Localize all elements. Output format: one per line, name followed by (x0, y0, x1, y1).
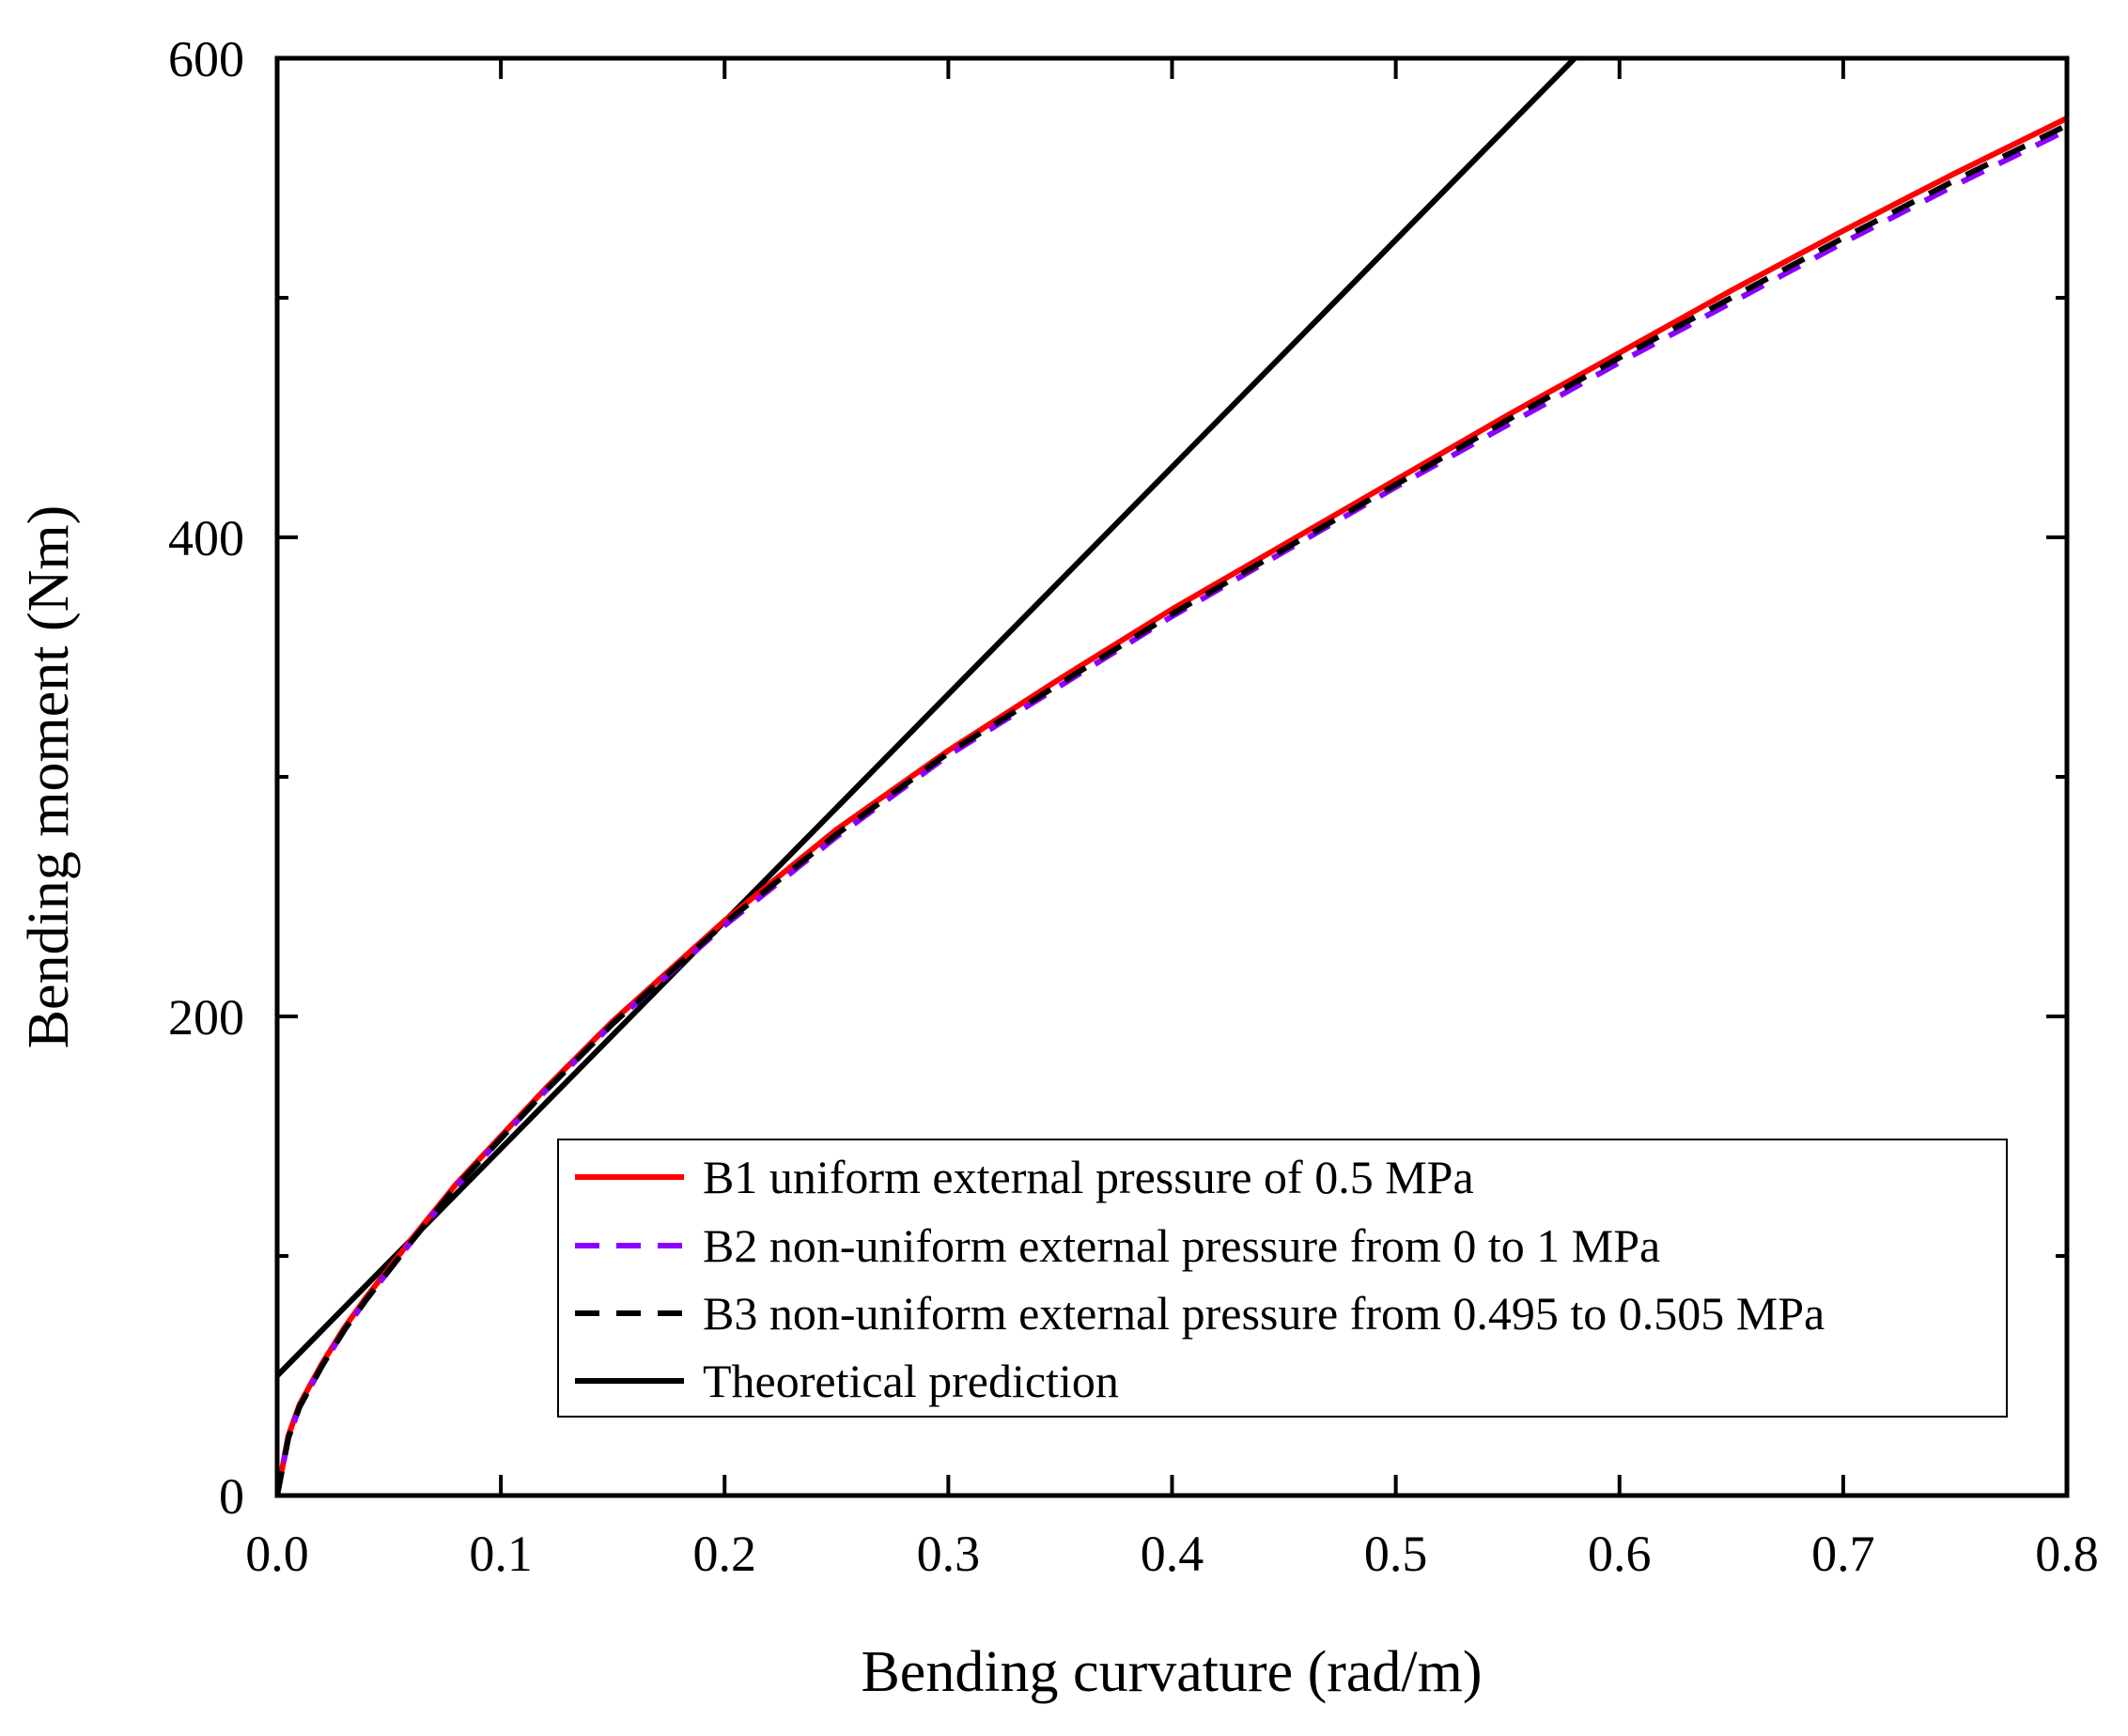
x-tick-label: 0.7 (1811, 1526, 1875, 1582)
x-tick-label: 0.1 (469, 1526, 533, 1582)
y-tick-label: 0 (219, 1468, 244, 1525)
plot-area: 0.0 0.1 0.2 0.3 0.4 0.5 0.6 0.7 0.8 0 200 400 600 (168, 31, 2099, 1582)
x-axis-title: Bending curvature (rad/m) (861, 1640, 1482, 1704)
legend-label-b2: B2 non-uniform external pressure from 0 … (703, 1219, 1660, 1272)
x-tick-label: 0.2 (693, 1526, 757, 1582)
y-tick-label: 200 (168, 989, 244, 1046)
y-axis-title: Bending moment (Nm) (17, 505, 81, 1049)
y-tick-label: 400 (168, 510, 244, 566)
x-tick-label: 0.3 (917, 1526, 981, 1582)
legend-box (557, 1139, 2008, 1418)
x-tick-label: 0.4 (1141, 1526, 1204, 1582)
x-tick-label: 0.5 (1364, 1526, 1428, 1582)
y-tick-label: 600 (168, 31, 244, 87)
x-tick-label: 0.0 (245, 1526, 309, 1582)
legend-label-theory: Theoretical prediction (703, 1355, 1119, 1407)
legend-label-b3: B3 non-uniform external pressure from 0.… (703, 1287, 1825, 1340)
series-layer (277, 58, 2067, 1496)
legend: B1 uniform external pressure of 0.5 MPa … (557, 1139, 2008, 1418)
legend-label-b1: B1 uniform external pressure of 0.5 MPa (703, 1151, 1474, 1203)
series-line-3 (277, 58, 1577, 1378)
series-line-2 (277, 122, 2067, 1496)
x-tick-label: 0.6 (1588, 1526, 1652, 1582)
x-tick-label: 0.8 (2035, 1526, 2099, 1582)
tick-layer: 0.0 0.1 0.2 0.3 0.4 0.5 0.6 0.7 0.8 0 200 400 600 (168, 31, 2099, 1582)
